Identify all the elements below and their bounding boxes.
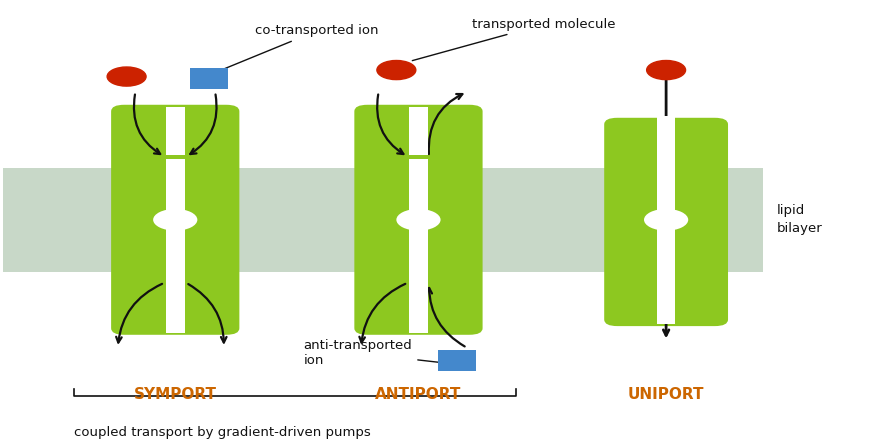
Circle shape bbox=[107, 67, 146, 86]
FancyBboxPatch shape bbox=[190, 68, 229, 89]
Bar bbox=[409, 107, 428, 155]
Bar bbox=[409, 281, 428, 333]
FancyBboxPatch shape bbox=[438, 350, 476, 371]
Text: transported molecule: transported molecule bbox=[412, 18, 615, 61]
FancyBboxPatch shape bbox=[354, 105, 482, 335]
Circle shape bbox=[647, 60, 685, 79]
Text: UNIPORT: UNIPORT bbox=[627, 387, 704, 402]
Text: SYMPORT: SYMPORT bbox=[134, 387, 217, 402]
Circle shape bbox=[153, 209, 198, 230]
Bar bbox=[3, 168, 764, 272]
Bar bbox=[166, 159, 185, 281]
Text: anti-transported
ion: anti-transported ion bbox=[303, 339, 442, 367]
Bar bbox=[658, 115, 675, 163]
FancyBboxPatch shape bbox=[111, 105, 239, 335]
Text: ANTIPORT: ANTIPORT bbox=[376, 387, 462, 402]
Text: coupled transport by gradient-driven pumps: coupled transport by gradient-driven pum… bbox=[74, 426, 370, 439]
Bar bbox=[658, 276, 675, 324]
Bar bbox=[409, 159, 428, 281]
Circle shape bbox=[644, 209, 688, 230]
FancyArrow shape bbox=[168, 185, 182, 324]
Circle shape bbox=[376, 60, 416, 79]
FancyArrow shape bbox=[411, 185, 425, 324]
Text: lipid
bilayer: lipid bilayer bbox=[777, 204, 822, 235]
FancyBboxPatch shape bbox=[604, 118, 728, 326]
Text: co-transported ion: co-transported ion bbox=[214, 24, 378, 73]
Circle shape bbox=[396, 209, 441, 230]
Bar bbox=[166, 107, 185, 155]
Bar bbox=[166, 281, 185, 333]
Bar bbox=[658, 159, 675, 281]
